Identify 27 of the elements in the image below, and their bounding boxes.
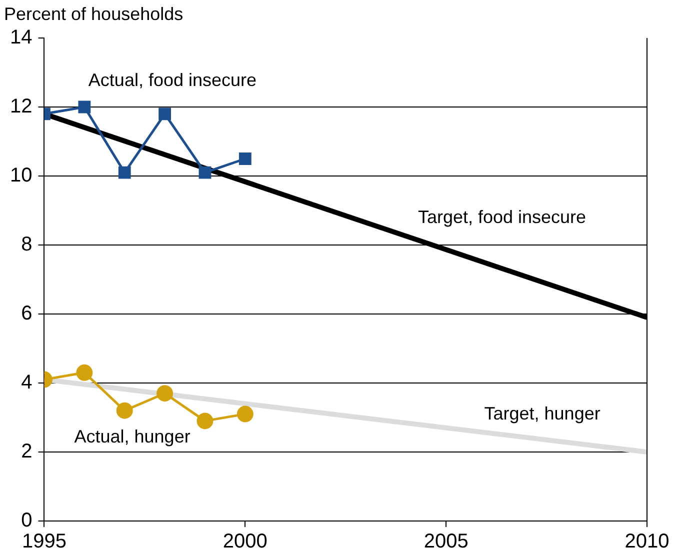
y-tick-label: 4 bbox=[21, 372, 32, 394]
series-label: Target, hunger bbox=[484, 403, 600, 424]
x-tick-label: 2000 bbox=[222, 530, 268, 553]
point bbox=[196, 412, 214, 430]
point bbox=[118, 166, 131, 179]
series-label: Target, food insecure bbox=[418, 207, 586, 228]
point bbox=[116, 402, 133, 419]
series-label: Actual, food insecure bbox=[88, 70, 257, 90]
y-tick-label: 2 bbox=[21, 440, 32, 463]
y-tick-label: 12 bbox=[10, 96, 32, 118]
point bbox=[198, 166, 212, 179]
y-tick-label: 0 bbox=[21, 510, 32, 532]
point bbox=[236, 406, 254, 422]
point bbox=[156, 385, 174, 402]
series-label: Actual, hunger bbox=[74, 426, 190, 447]
point bbox=[238, 152, 252, 165]
point bbox=[158, 108, 171, 120]
x-tick-label: 2005 bbox=[424, 530, 468, 553]
point bbox=[78, 100, 91, 114]
point bbox=[76, 364, 93, 381]
x-tick-label: 1995 bbox=[22, 530, 66, 553]
y-axis-title: Percent of households bbox=[4, 4, 184, 24]
y-tick-label: 6 bbox=[21, 302, 32, 325]
y-tick-label: 14 bbox=[10, 26, 32, 49]
x-tick-label: 2010 bbox=[624, 530, 670, 553]
y-tick-label: 8 bbox=[21, 234, 32, 256]
y-tick-label: 10 bbox=[10, 164, 32, 187]
